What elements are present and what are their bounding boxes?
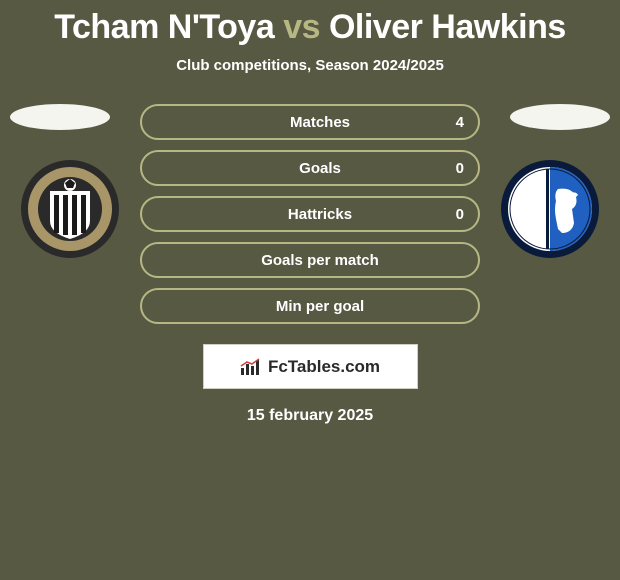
stat-rows: Matches 4 Goals 0 Hattricks 0 Goals per … xyxy=(140,104,480,334)
stat-label: Matches xyxy=(290,114,350,131)
notts-county-crest-icon xyxy=(20,159,120,259)
stat-pill-matches: Matches 4 xyxy=(140,104,480,140)
page-title: Tcham N'Toya vs Oliver Hawkins xyxy=(0,0,620,47)
date-text: 15 february 2025 xyxy=(0,407,620,425)
club-crest-left xyxy=(20,159,120,259)
stat-label: Goals xyxy=(299,160,341,177)
club-crest-right xyxy=(500,159,600,259)
comparison-area: Matches 4 Goals 0 Hattricks 0 Goals per … xyxy=(0,104,620,324)
stat-pill-hattricks: Hattricks 0 xyxy=(140,196,480,232)
stat-value: 0 xyxy=(456,160,464,177)
player-right-photo-placeholder xyxy=(510,104,610,130)
player-right-name: Oliver Hawkins xyxy=(329,8,566,46)
watermark: FcTables.com xyxy=(203,344,418,389)
stat-value: 4 xyxy=(456,114,464,131)
stat-label: Hattricks xyxy=(288,206,352,223)
player-left-name: Tcham N'Toya xyxy=(54,8,274,46)
stat-pill-goals-per-match: Goals per match xyxy=(140,242,480,278)
bar-chart-icon xyxy=(240,358,262,376)
stat-pill-min-per-goal: Min per goal xyxy=(140,288,480,324)
gillingham-crest-icon xyxy=(500,159,600,259)
stat-label: Min per goal xyxy=(276,298,364,315)
vs-text: vs xyxy=(283,8,320,46)
stat-pill-goals: Goals 0 xyxy=(140,150,480,186)
player-left-photo-placeholder xyxy=(10,104,110,130)
stat-label: Goals per match xyxy=(261,252,379,269)
watermark-text: FcTables.com xyxy=(268,357,380,377)
stat-value: 0 xyxy=(456,206,464,223)
subtitle: Club competitions, Season 2024/2025 xyxy=(0,57,620,74)
